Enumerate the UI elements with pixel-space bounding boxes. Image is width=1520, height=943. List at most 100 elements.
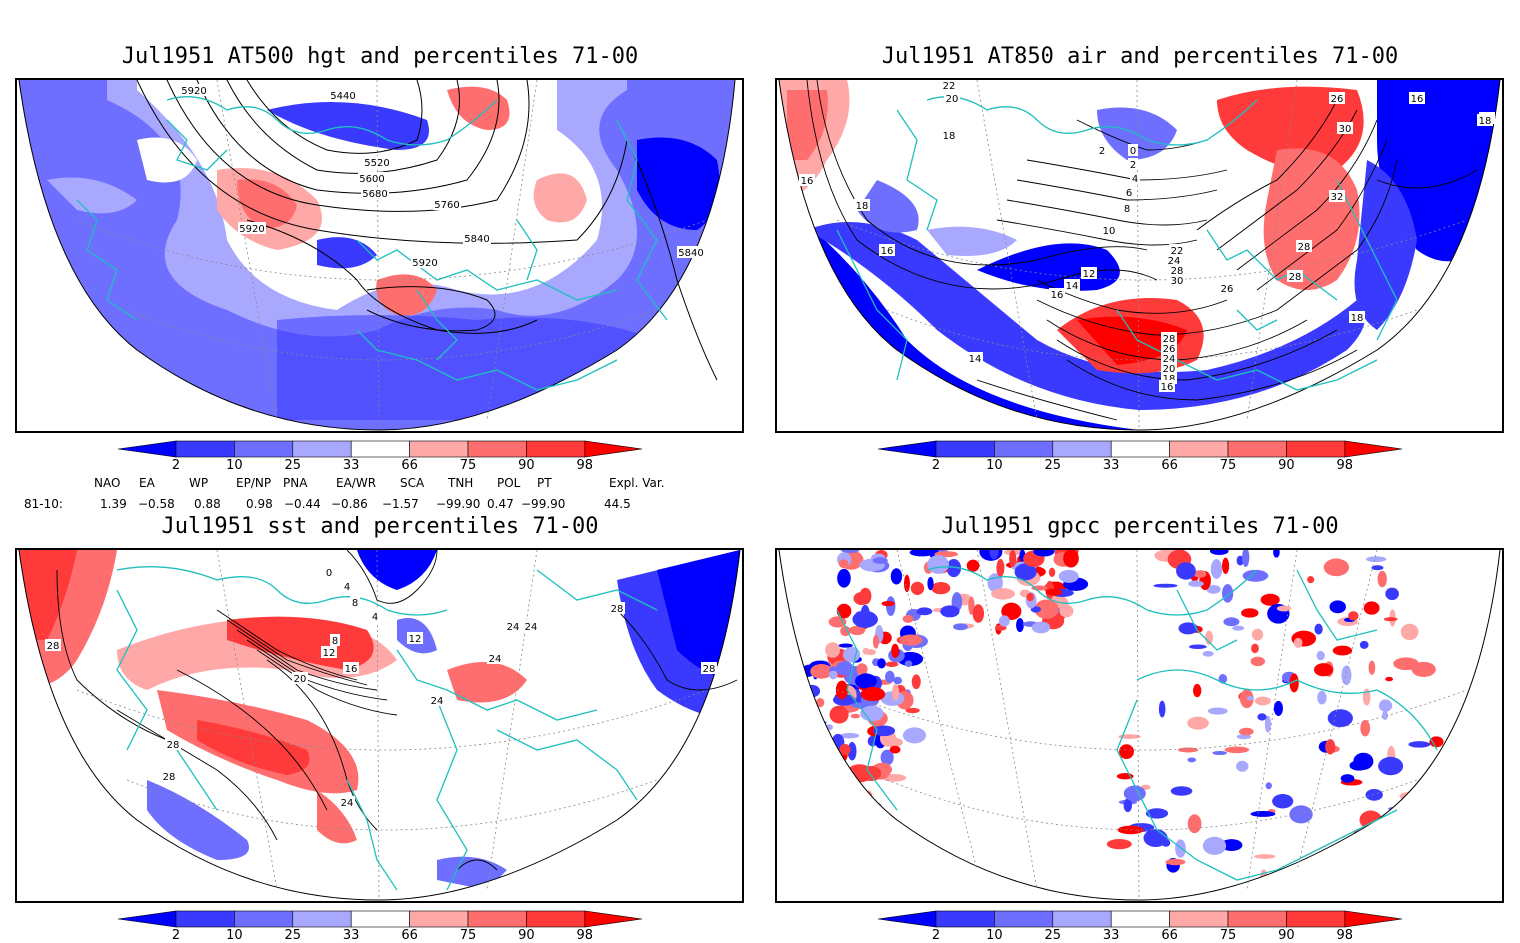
index-row-label: 81-10: (24, 497, 63, 511)
precip-anomaly-patch (1009, 550, 1017, 568)
precip-anomaly-patch (838, 643, 853, 648)
precip-anomaly-patch (1170, 786, 1193, 796)
contour-label: 20 (1163, 364, 1176, 375)
precip-anomaly-patch (1048, 567, 1056, 578)
contour-label-bg (1081, 267, 1097, 279)
precip-anomaly-patch (1177, 747, 1199, 753)
precip-anomaly-patch (1351, 845, 1374, 863)
contour-label-bg (238, 222, 266, 234)
contour-label: 4 (344, 582, 350, 593)
precip-anomaly-patch (1223, 617, 1240, 627)
contour-label: 28 (1289, 272, 1302, 283)
colorbar-segment (935, 910, 995, 928)
contour-label: 24 (1168, 256, 1181, 267)
colorbar-tick-label: 75 (459, 928, 477, 943)
precip-anomaly-patch (1360, 719, 1371, 737)
contour-label: 18 (1479, 116, 1492, 127)
precip-anomaly-patch (840, 550, 860, 553)
contour-label: 16 (345, 664, 358, 675)
precip-anomaly-patch (1045, 588, 1063, 596)
precip-anomaly-patch (1383, 617, 1398, 622)
contour-label-bg (609, 602, 625, 614)
precip-anomaly-patch (927, 576, 934, 591)
contour-label-bg (505, 620, 521, 632)
colorbar-segment (467, 910, 527, 928)
panel-title-gpcc: Jul1951 gpcc percentiles 71-00 (941, 514, 1339, 539)
precip-anomaly-patch (1307, 576, 1315, 584)
precip-anomaly-patch (856, 663, 868, 675)
precip-anomaly-patch (855, 673, 877, 689)
panel-title-hgt: Jul1951 AT500 hgt and percentiles 71-00 (121, 44, 639, 69)
precip-anomaly-patch (1242, 569, 1269, 582)
contour-label: 26 (1331, 94, 1344, 105)
precip-anomaly-patch (1273, 700, 1283, 716)
index-header: NAO (94, 476, 121, 490)
colorbar-air (877, 440, 1403, 458)
precip-anomaly-patch (840, 625, 851, 637)
precip-anomaly-patch (819, 760, 838, 771)
colorbar-segment (526, 440, 586, 458)
contour-label-bg (1159, 380, 1175, 392)
precip-anomaly-patch (801, 691, 814, 710)
contour-label-bg (1124, 186, 1134, 198)
precip-anomaly-patch (1001, 602, 1022, 620)
precip-anomaly-patch (1273, 877, 1283, 887)
precip-anomaly-patch (839, 744, 851, 756)
contour-label-bg (45, 639, 61, 651)
precip-anomaly-patch (1202, 836, 1227, 855)
colorbar-segment (175, 440, 235, 458)
index-header: WP (189, 476, 209, 490)
precip-anomaly-patch (1250, 656, 1266, 667)
colorbar-segment (409, 910, 469, 928)
colorbar-tick-label: 25 (1044, 928, 1062, 943)
precip-anomaly-patch (1236, 760, 1249, 772)
contour-label: 22 (943, 81, 956, 92)
precip-anomaly-patch (989, 550, 999, 560)
precip-anomaly-patch (911, 674, 921, 690)
contour-label-bg (1329, 190, 1345, 202)
precip-anomaly-patch (1254, 854, 1276, 859)
contour-label-bg (463, 232, 491, 244)
precip-anomaly-patch (1353, 752, 1374, 770)
colorbar-segment (234, 440, 294, 458)
precip-anomaly-patch (1254, 696, 1271, 706)
index-header: TNH (448, 476, 474, 490)
precip-anomaly-patch (903, 574, 910, 593)
contour-label: 5760 (434, 200, 459, 211)
contour-label: 8 (352, 598, 358, 609)
precip-anomaly-patch (1251, 628, 1264, 641)
contour-label-bg (407, 632, 423, 644)
precip-anomaly-patch (836, 768, 847, 785)
contour-label-bg (292, 672, 308, 684)
precip-anomaly-patch (862, 647, 870, 655)
precip-anomaly-patch (885, 661, 899, 667)
precip-anomaly-patch (1265, 782, 1272, 790)
precip-anomaly-patch (1033, 550, 1055, 557)
precip-anomaly-patch (877, 658, 886, 669)
precip-anomaly-patch (916, 607, 933, 616)
precip-anomaly-patch (1031, 621, 1051, 634)
precip-anomaly-patch (1063, 550, 1079, 568)
contour-label: 24 (507, 622, 520, 633)
index-header: EP/NP (236, 476, 272, 490)
precip-anomaly-patch (1378, 756, 1404, 776)
colorbar-segment (1110, 440, 1170, 458)
precip-anomaly-patch (1034, 599, 1059, 619)
contour-label-bg (165, 738, 181, 750)
contour-label: 22 (1171, 246, 1184, 257)
precip-anomaly-patch (1246, 696, 1255, 701)
precip-anomaly-patch (1026, 592, 1034, 602)
colorbar-sst (117, 910, 643, 928)
colorbar-tick-label: 10 (986, 458, 1003, 473)
contour-label: 18 (1163, 374, 1176, 385)
contour-label: 28 (47, 641, 60, 652)
contour-label-bg (944, 92, 960, 104)
precip-anomaly-patch (1273, 550, 1280, 558)
contour-label: 5600 (359, 174, 384, 185)
contour-label-bg (324, 566, 334, 578)
precip-anomaly-patch (1350, 878, 1367, 896)
precip-anomaly-patch (1357, 836, 1369, 841)
contour-label: 2 (1130, 160, 1136, 171)
index-header: POL (497, 476, 521, 490)
colorbar-segment (1286, 440, 1346, 458)
